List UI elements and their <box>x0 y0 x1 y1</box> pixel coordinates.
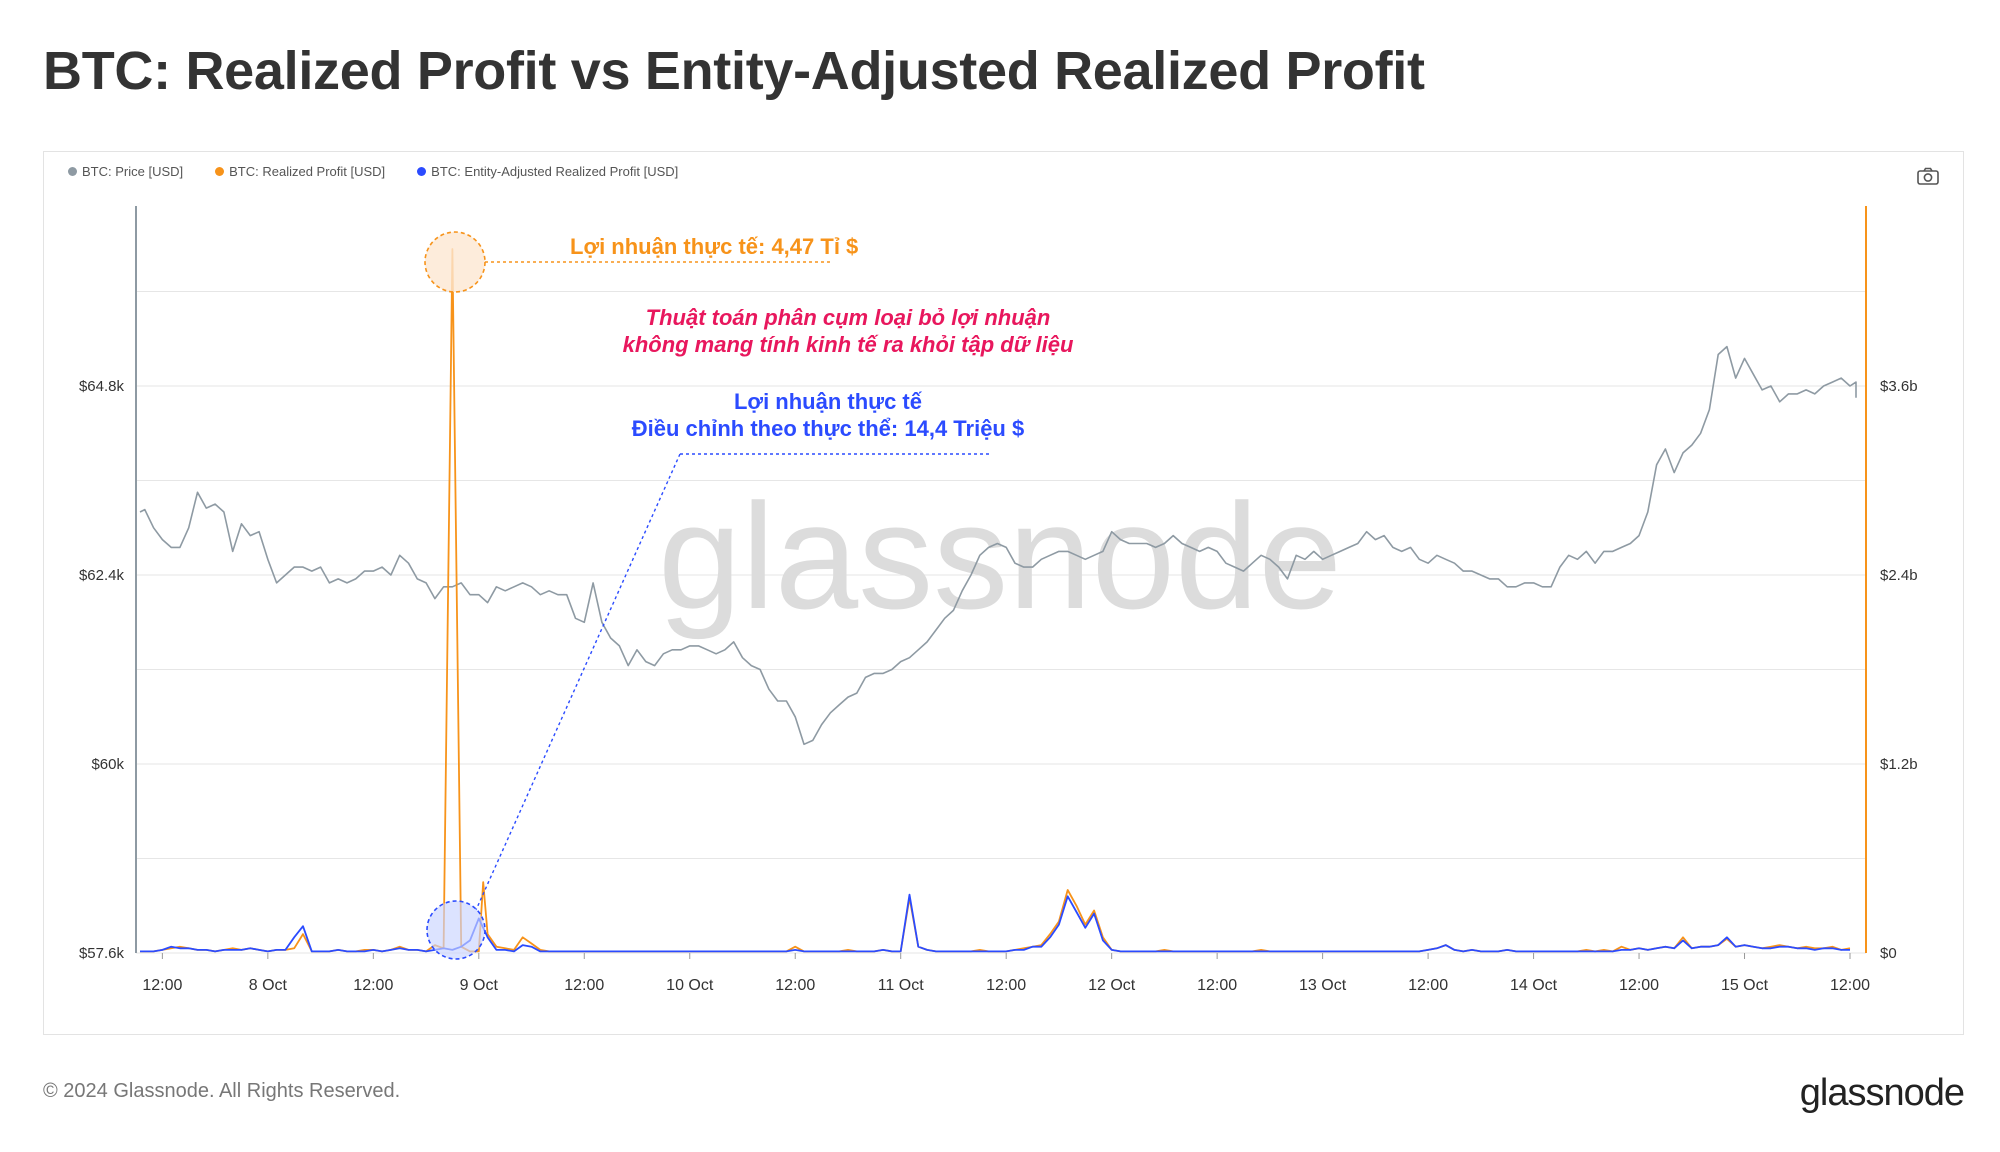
chart-legend: BTC: Price [USD] BTC: Realized Profit [U… <box>68 164 678 179</box>
legend-dot-entity-adjusted <box>417 167 427 176</box>
x-axis-tick-label: 12:00 <box>986 977 1026 994</box>
left-axis-tick-label: $60k <box>91 756 124 773</box>
x-axis-tick-label: 14 Oct <box>1510 977 1558 994</box>
price-series-line <box>139 345 1857 746</box>
x-axis-tick-label: 12:00 <box>1408 977 1448 994</box>
right-axis-tick-label: $2.4b <box>1880 567 1918 584</box>
legend-dot-realized-profit <box>215 167 225 176</box>
chart-panel <box>43 151 1964 1035</box>
right-axis-tick-label: $3.6b <box>1880 378 1918 395</box>
right-axis-tick-label: $0 <box>1880 945 1897 962</box>
left-axis-tick-label: $57.6k <box>79 945 125 962</box>
cluster-annotation-line1: Thuật toán phân cụm loại bỏ lợi nhuận <box>646 305 1051 330</box>
rp-highlight-circle <box>424 231 486 293</box>
glassnode-logo[interactable]: glassnode <box>1799 1072 1965 1114</box>
x-axis-tick-label: 12:00 <box>1197 977 1237 994</box>
camera-icon[interactable] <box>1916 166 1940 186</box>
legend-item-realized-profit[interactable]: BTC: Realized Profit [USD] <box>215 164 385 179</box>
x-axis-tick-label: 9 Oct <box>460 977 499 994</box>
x-axis-tick-label: 12:00 <box>564 977 604 994</box>
x-axis-tick-label: 12 Oct <box>1088 977 1136 994</box>
left-axis-tick-label: $62.4k <box>79 567 125 584</box>
page-title: BTC: Realized Profit vs Entity-Adjusted … <box>43 41 1425 101</box>
x-axis-tick-label: 12:00 <box>1619 977 1659 994</box>
rp-annotation-label: Lợi nhuận thực tế: 4,47 Tỉ $ <box>570 234 858 259</box>
x-axis-tick-label: 10 Oct <box>666 977 714 994</box>
x-axis-tick-label: 11 Oct <box>878 977 925 994</box>
x-axis-tick-label: 12:00 <box>775 977 815 994</box>
legend-item-entity-adjusted[interactable]: BTC: Entity-Adjusted Realized Profit [US… <box>417 164 678 179</box>
x-axis-ticks: 12:00 8 Oct 12:00 9 Oct 12:00 10 Oct 12:00 11 O… <box>142 953 1870 994</box>
legend-item-price[interactable]: BTC: Price [USD] <box>68 164 183 179</box>
right-axis-tick-label: $1.2b <box>1880 756 1918 773</box>
x-axis-tick-label: 12:00 <box>353 977 393 994</box>
legend-label-realized-profit: BTC: Realized Profit [USD] <box>229 164 386 179</box>
legend-label-entity-adjusted: BTC: Entity-Adjusted Realized Profit [US… <box>431 164 679 179</box>
x-axis-tick-label: 15 Oct <box>1721 977 1769 994</box>
earp-highlight-circle <box>426 900 486 960</box>
entity-adjusted-series-line <box>140 893 1850 953</box>
earp-annotation-line1: Lợi nhuận thực tế <box>734 389 923 414</box>
left-axis-tick-label: $64.8k <box>79 378 125 395</box>
earp-leader-line-diag <box>475 453 681 911</box>
right-axis-ticks: $0 $1.2b $2.4b $3.6b <box>1880 378 1918 962</box>
x-axis-tick-label: 8 Oct <box>249 977 288 994</box>
watermark-text: glassnode <box>658 472 1342 640</box>
left-axis-ticks: $57.6k $60k $62.4k $64.8k <box>79 378 125 962</box>
legend-label-price: BTC: Price [USD] <box>82 164 184 179</box>
x-axis-tick-label: 12:00 <box>1830 977 1870 994</box>
earp-annotation-line2: Điều chỉnh theo thực thể: 14,4 Triệu $ <box>632 416 1024 441</box>
cluster-annotation-line2: không mang tính kinh tế ra khỏi tập dữ l… <box>623 332 1074 357</box>
series-lines <box>139 248 1857 953</box>
copyright-text: © 2024 Glassnode. All Rights Reserved. <box>43 1080 401 1102</box>
x-axis-tick-label: 13 Oct <box>1299 977 1347 994</box>
x-axis-tick-label: 12:00 <box>142 977 182 994</box>
grid-lines <box>136 291 1866 954</box>
legend-dot-price <box>68 167 77 176</box>
